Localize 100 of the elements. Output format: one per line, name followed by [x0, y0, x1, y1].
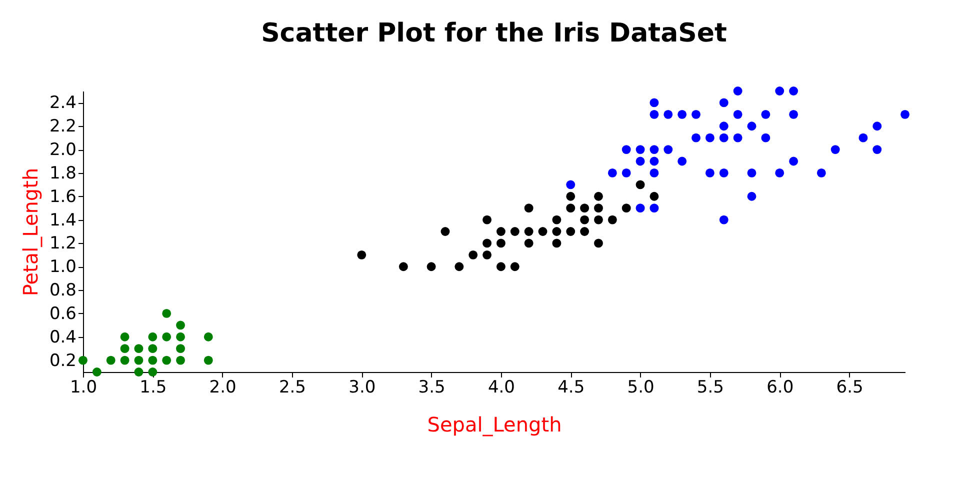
point: [705, 168, 714, 178]
point: [454, 262, 464, 272]
point: [120, 344, 130, 354]
point: [92, 368, 102, 376]
point: [747, 168, 756, 178]
y-tick-label: 1.0: [49, 257, 76, 278]
x-tick-label: 5.5: [696, 378, 724, 398]
point: [594, 192, 603, 201]
point: [566, 204, 576, 213]
point: [705, 133, 714, 142]
point: [664, 145, 673, 154]
point: [733, 133, 742, 142]
point: [678, 110, 687, 119]
point: [900, 110, 910, 119]
x-tick-label: 1.0: [70, 378, 98, 398]
point: [176, 320, 185, 330]
point: [120, 332, 130, 342]
point: [636, 204, 645, 213]
point: [650, 168, 659, 178]
point: [440, 227, 450, 236]
x-tick-label: 1.5: [140, 378, 167, 398]
point: [580, 227, 590, 236]
point: [482, 215, 492, 224]
point: [398, 262, 408, 272]
point: [176, 356, 185, 365]
point: [719, 98, 728, 108]
point: [789, 86, 798, 96]
y-tick-label: 1.2: [49, 234, 76, 254]
point: [830, 145, 840, 154]
point: [162, 308, 172, 318]
point: [789, 110, 798, 119]
point: [608, 215, 617, 224]
point: [148, 332, 158, 342]
point: [538, 227, 548, 236]
y-tick-label: 1.8: [49, 163, 76, 184]
point: [789, 156, 798, 166]
point: [357, 250, 366, 260]
point: [566, 180, 576, 190]
point: [148, 356, 158, 365]
y-tick-label: 0.8: [49, 280, 76, 301]
point: [622, 204, 631, 213]
point: [872, 145, 882, 154]
point: [510, 262, 520, 272]
point: [426, 262, 436, 272]
x-tick-label: 3.0: [348, 378, 376, 398]
point: [872, 122, 882, 131]
point: [162, 332, 172, 342]
y-tick-label: 2.0: [49, 140, 76, 160]
x-tick-label: 6.0: [766, 378, 794, 398]
x-tick-label: 5.0: [627, 378, 654, 398]
point: [719, 133, 728, 142]
point: [496, 262, 506, 272]
point: [120, 356, 130, 365]
point: [775, 168, 784, 178]
point: [858, 133, 868, 142]
y-tick-label: 2.2: [49, 116, 76, 137]
y-tick-label: 1.6: [49, 186, 76, 207]
point: [719, 168, 728, 178]
point: [134, 356, 144, 365]
point: [719, 122, 728, 131]
point: [176, 344, 185, 354]
point: [650, 156, 659, 166]
x-tick-label: 2.0: [209, 378, 236, 398]
point: [566, 227, 576, 236]
x-tick-label: 6.5: [836, 378, 864, 398]
point: [524, 238, 534, 248]
point: [510, 227, 520, 236]
point: [761, 110, 770, 119]
x-axis-title: Sepal_Length: [427, 412, 562, 436]
point: [761, 133, 770, 142]
point: [733, 110, 742, 119]
point: [733, 86, 742, 96]
point: [552, 215, 562, 224]
point: [204, 332, 213, 342]
point: [650, 192, 659, 201]
point: [134, 368, 144, 376]
point: [664, 110, 673, 119]
point: [482, 250, 492, 260]
point: [747, 122, 756, 131]
point: [78, 356, 88, 365]
x-tick-label: 3.5: [418, 378, 446, 398]
chart-title: Scatter Plot for the Iris DataSet: [261, 18, 727, 49]
point: [594, 215, 603, 224]
y-axis-title: Petal_Length: [18, 168, 42, 296]
point: [636, 180, 645, 190]
point: [148, 344, 158, 354]
point: [608, 168, 617, 178]
point: [594, 204, 603, 213]
point: [692, 110, 700, 119]
point: [148, 368, 158, 376]
point: [775, 86, 784, 96]
point: [692, 133, 700, 142]
point: [580, 215, 590, 224]
y-tick-label: 0.6: [49, 304, 76, 324]
point: [719, 215, 728, 224]
point: [678, 156, 687, 166]
point: [622, 168, 631, 178]
x-tick-label: 2.5: [278, 378, 306, 398]
point: [580, 204, 590, 213]
point: [106, 356, 116, 365]
